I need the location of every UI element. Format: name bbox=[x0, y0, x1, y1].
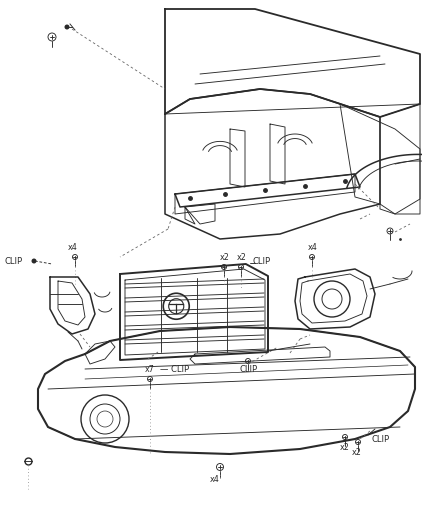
Text: x4: x4 bbox=[308, 243, 318, 252]
Circle shape bbox=[32, 259, 36, 264]
Text: CLIP: CLIP bbox=[240, 365, 258, 374]
Text: CLIP: CLIP bbox=[253, 256, 271, 265]
Text: x2: x2 bbox=[237, 253, 247, 262]
Text: CLIP: CLIP bbox=[5, 257, 23, 266]
Text: — CLIP: — CLIP bbox=[160, 365, 189, 374]
Text: x2: x2 bbox=[340, 443, 350, 451]
Text: x2: x2 bbox=[352, 447, 362, 457]
Text: x4: x4 bbox=[210, 474, 220, 484]
Text: CLIP: CLIP bbox=[372, 435, 390, 444]
Text: x2: x2 bbox=[220, 253, 230, 262]
Circle shape bbox=[65, 25, 70, 31]
Text: x4: x4 bbox=[68, 243, 78, 252]
Text: x7: x7 bbox=[145, 365, 155, 374]
